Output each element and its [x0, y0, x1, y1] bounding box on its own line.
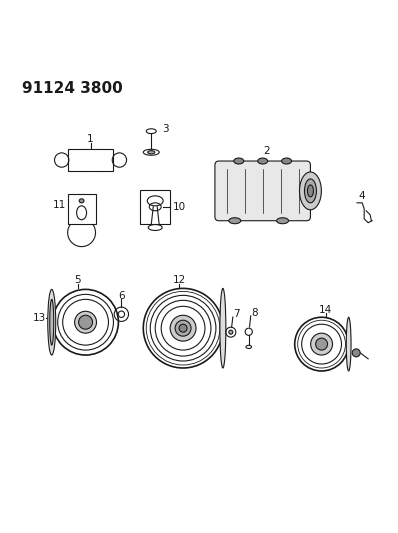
Ellipse shape: [304, 179, 316, 203]
Ellipse shape: [170, 315, 196, 341]
Text: 13: 13: [33, 313, 47, 323]
Text: 8: 8: [252, 308, 258, 318]
Ellipse shape: [316, 338, 328, 350]
Text: 2: 2: [263, 146, 270, 156]
Text: 12: 12: [172, 276, 186, 286]
Text: 10: 10: [173, 202, 185, 212]
Ellipse shape: [229, 218, 241, 224]
Ellipse shape: [277, 218, 289, 224]
Ellipse shape: [311, 333, 333, 355]
Text: 91124 3800: 91124 3800: [22, 82, 123, 96]
Ellipse shape: [346, 317, 351, 371]
Ellipse shape: [258, 158, 268, 164]
Ellipse shape: [220, 288, 226, 368]
Ellipse shape: [281, 158, 291, 164]
Ellipse shape: [48, 289, 56, 355]
Text: 6: 6: [118, 292, 125, 301]
Ellipse shape: [234, 158, 244, 164]
Ellipse shape: [75, 311, 96, 333]
Text: 5: 5: [74, 276, 81, 286]
Text: 14: 14: [319, 305, 332, 316]
Text: 11: 11: [53, 200, 66, 210]
Ellipse shape: [79, 199, 84, 203]
Text: 3: 3: [162, 124, 168, 134]
Ellipse shape: [175, 320, 191, 336]
Ellipse shape: [229, 330, 233, 334]
Text: 7: 7: [234, 309, 240, 319]
Ellipse shape: [50, 300, 54, 345]
Circle shape: [352, 349, 360, 357]
FancyBboxPatch shape: [215, 161, 310, 221]
FancyBboxPatch shape: [68, 194, 96, 224]
Ellipse shape: [300, 172, 322, 210]
Ellipse shape: [307, 185, 314, 197]
Ellipse shape: [179, 324, 187, 332]
Ellipse shape: [78, 315, 92, 329]
Ellipse shape: [148, 151, 155, 154]
FancyBboxPatch shape: [68, 149, 113, 171]
Text: 1: 1: [87, 134, 94, 144]
Text: 4: 4: [359, 191, 365, 201]
